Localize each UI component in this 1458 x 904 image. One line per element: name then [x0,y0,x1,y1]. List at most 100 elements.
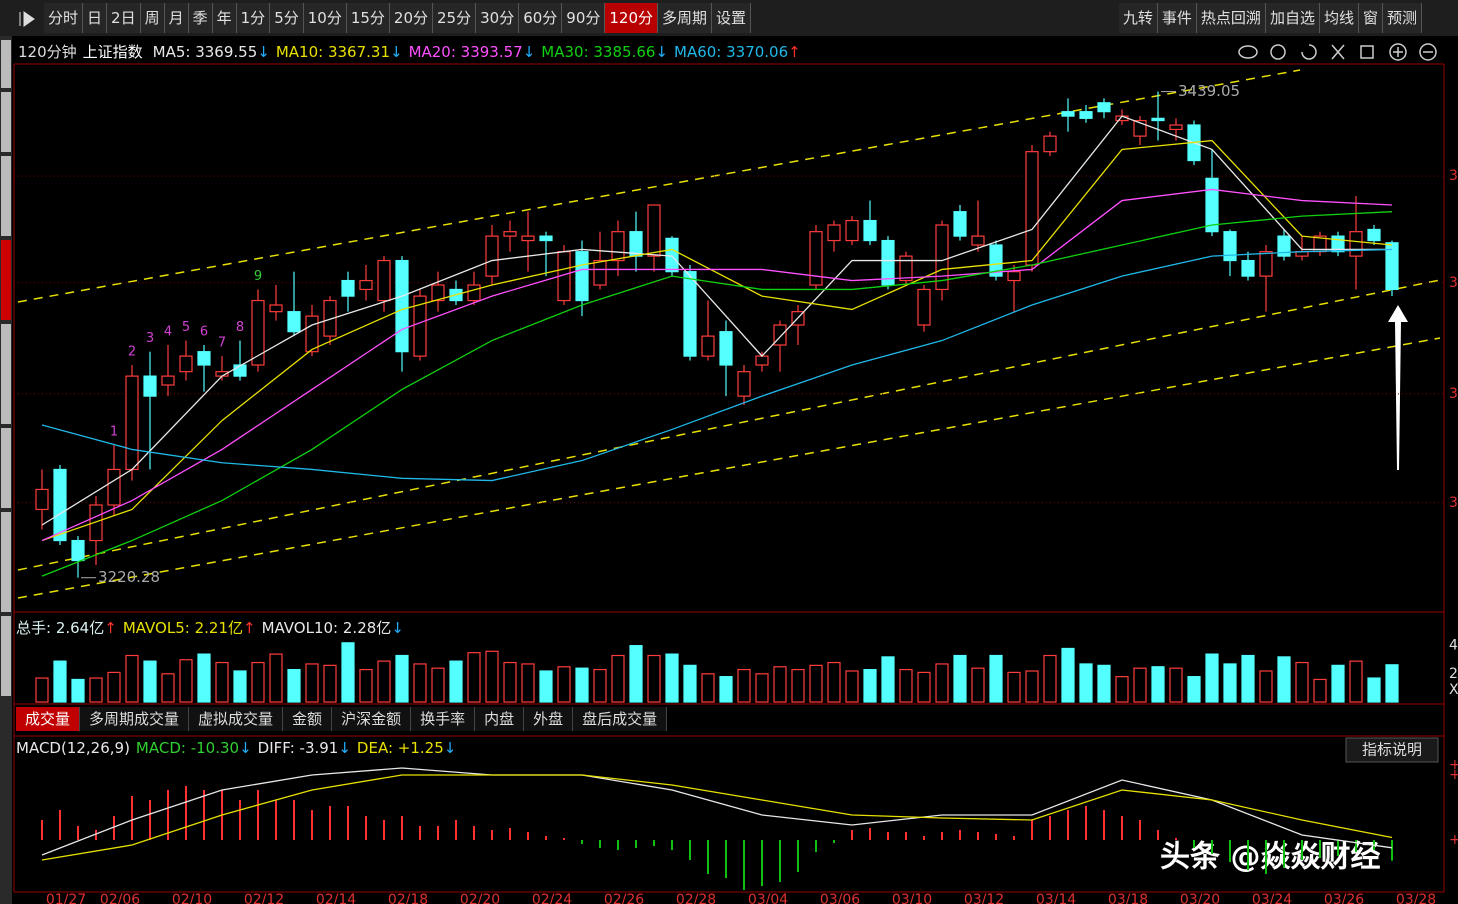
side-tab[interactable] [1,156,11,236]
legend-arrow: ↑ [788,42,801,61]
tab[interactable]: 沪深金额 [332,707,412,731]
candle-body [593,259,607,286]
candle-body [701,335,715,357]
y-tick-label: 4 [1449,638,1458,654]
toolbar-button[interactable]: 预测 [1382,3,1422,33]
toolbar-button[interactable]: 均线 [1319,3,1359,33]
volume-bar [1241,654,1255,703]
candle-body [1043,135,1057,153]
candle-body [161,375,175,386]
td-label: 9 [254,269,262,284]
candle-body [125,375,139,471]
legend-text: 总手: 2.64亿 [16,619,105,637]
toolbar-icon[interactable] [19,11,35,27]
legend-text: DIFF: -3.91 [257,739,339,757]
series-line [41,774,1393,861]
trend-line [17,279,1441,571]
tab[interactable]: 外盘 [524,707,574,731]
candle-body [305,315,319,353]
x-tick-label: 03/18 [1108,892,1148,904]
legend-arrow: ↓ [257,42,270,61]
volume-bar [647,654,661,703]
candle-body [1367,228,1381,242]
toolbar-button[interactable]: 事件 [1157,3,1197,33]
indicator-button[interactable]: 指标说明 [1362,741,1422,759]
volume-bar [305,663,319,703]
toolbar-button[interactable]: 分时 [44,3,84,33]
toolbar-button[interactable]: 30分 [476,3,520,33]
toolbar-button[interactable]: 季 [188,3,213,33]
volume-bar [791,668,805,703]
volume-bar [1331,664,1345,703]
side-tab[interactable] [1,240,11,320]
volume-bar [989,654,1003,703]
candle-body [989,244,1003,277]
y-tick-label: 3 [1449,168,1458,184]
tab[interactable]: 内盘 [475,707,525,731]
toolbar-icons [1238,43,1437,61]
toolbar-button[interactable]: 月 [164,3,189,33]
volume-bar [1313,678,1327,703]
series-line [41,188,1393,542]
volume-bar [377,660,391,703]
tab[interactable]: 换手率 [411,707,476,731]
toolbar-button[interactable]: 25分 [433,3,477,33]
legend-text: MA5: 3369.55 [152,42,258,61]
y-tick-label: 3 [1449,495,1458,511]
toolbar-button[interactable]: 周 [140,3,165,33]
toolbar-button[interactable]: 60分 [519,3,563,33]
index-name: 上证指数 [82,43,143,61]
volume-bar [503,661,517,703]
y-tick-label: 3 [1449,275,1458,291]
toolbar-button[interactable]: 设置 [712,3,752,33]
toolbar-button[interactable]: 90分 [562,3,606,33]
volume-bar [881,656,895,703]
toolbar-button[interactable]: 1分 [236,3,271,33]
legend-text: MA60: 3370.06 [674,42,789,61]
toolbar-button[interactable]: 九转 [1118,3,1158,33]
volume-bar [917,671,931,703]
tab[interactable]: 虚拟成交量 [189,707,284,731]
indicator-button-bg[interactable] [1345,737,1439,763]
x-tick-label: 02/18 [388,892,428,904]
side-tab[interactable] [1,92,11,152]
extreme-label: 3439.05 [1178,82,1240,100]
toolbar-button[interactable]: 10分 [303,3,347,33]
candle-body [1079,111,1093,119]
volume-bar [467,652,481,703]
tab[interactable]: 盘后成交量 [573,707,668,731]
x-tick-label: 03/26 [1324,892,1364,904]
toolbar-button[interactable]: 20分 [389,3,434,33]
side-tab[interactable] [1,324,11,424]
side-tab[interactable] [1,616,11,696]
volume-bar [845,670,859,703]
toolbar-button[interactable]: 5分 [270,3,304,33]
toolbar-button[interactable]: 年 [212,3,237,33]
volume-bar [35,677,49,703]
candle-body [107,468,121,506]
toolbar-button[interactable]: 热点回溯 [1196,3,1266,33]
toolbar-button[interactable]: 日 [83,3,108,33]
toolbar-button[interactable]: 多周期 [658,3,713,33]
candle-body [323,299,337,337]
toolbar-button[interactable]: 窗 [1358,3,1383,33]
volume-bar [827,661,841,703]
candle-body [899,255,913,282]
candle-body [521,235,535,242]
toolbar-button[interactable]: 2日 [107,3,141,33]
toolbar-button[interactable]: 15分 [346,3,390,33]
side-tab[interactable] [1,40,11,88]
series-line [41,139,1393,542]
toolbar-button[interactable]: 120分 [605,3,659,33]
tab[interactable]: 金额 [283,707,333,731]
legend-text: MA20: 3393.57 [408,42,523,61]
side-tab[interactable] [1,428,11,508]
volume-bar [809,664,823,703]
side-tab[interactable] [1,512,11,612]
candle-body [269,304,283,313]
toolbar-button[interactable]: 加自选 [1265,3,1320,33]
volume-bar [593,668,607,703]
tab[interactable]: 成交量 [16,707,81,731]
td-label: 2 [128,345,136,360]
tab[interactable]: 多周期成交量 [80,707,190,731]
